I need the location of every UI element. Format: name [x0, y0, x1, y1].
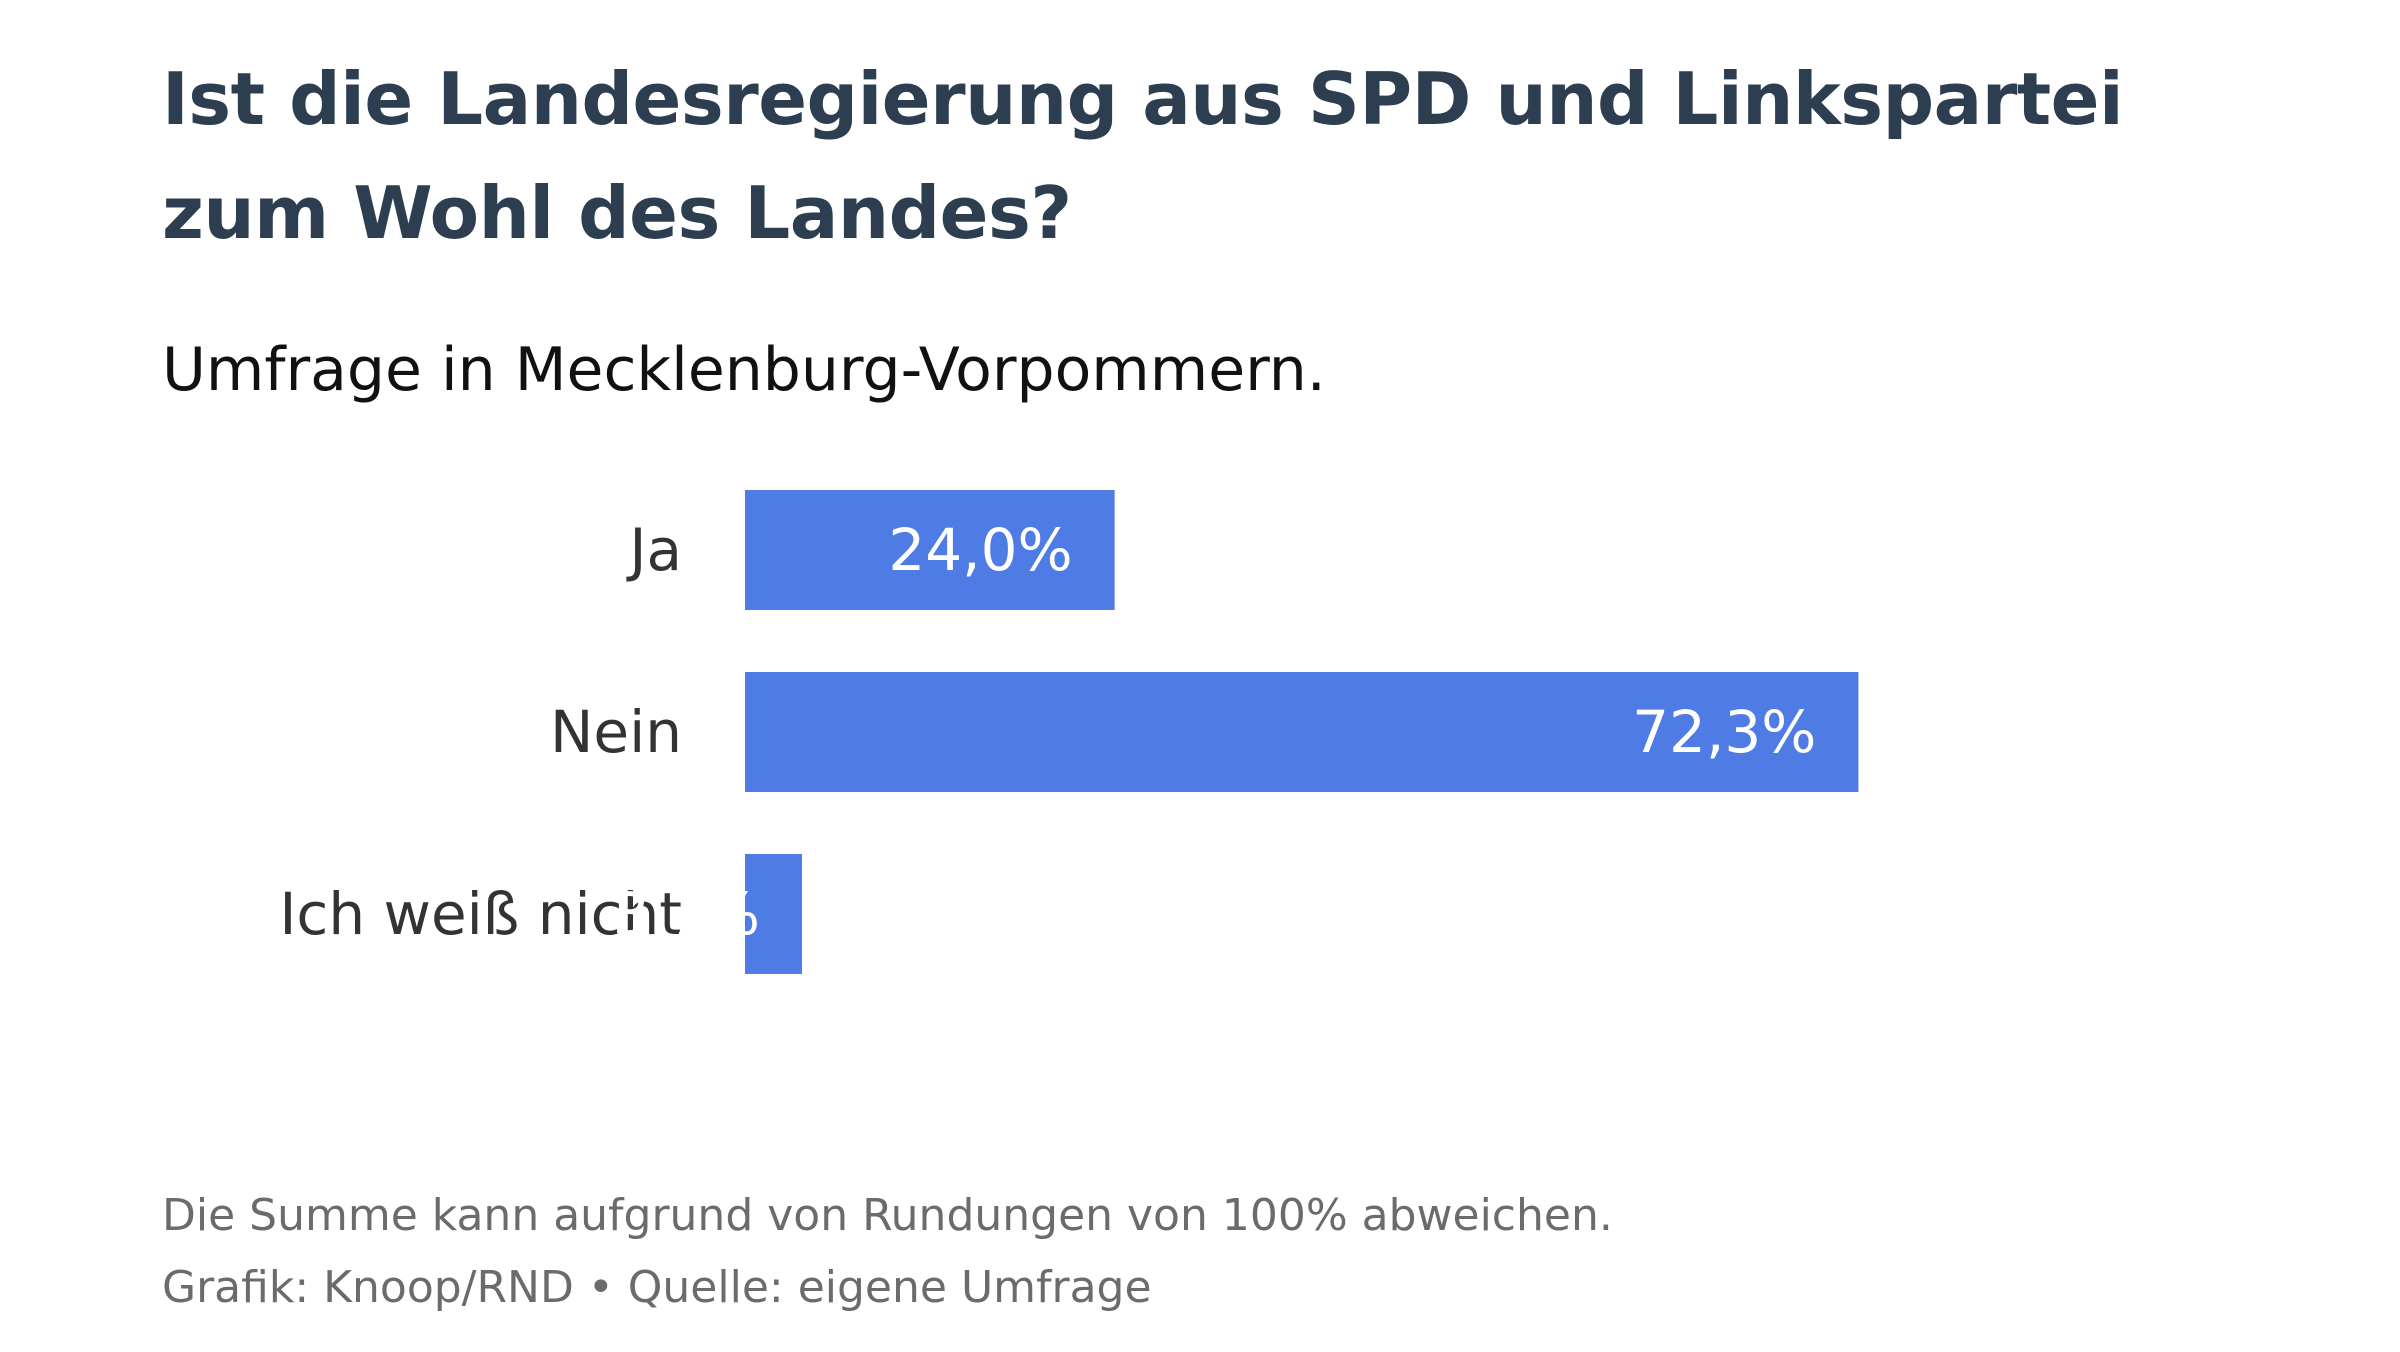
rounding-note: Die Summe kann aufgrund von Rundungen vo… — [162, 1190, 1613, 1241]
value-label-ja: 24,0% — [888, 516, 1072, 584]
category-label-ich-weiss-nicht: Ich weiß nicht — [279, 880, 682, 948]
chart-subtitle: Umfrage in Mecklenburg-Vorpommern. — [162, 335, 1326, 405]
value-label-nein: 72,3% — [1632, 698, 1816, 766]
chart-footer: Die Summe kann aufgrund von Rundungen vo… — [162, 1180, 1613, 1324]
bar-ja — [745, 490, 1115, 610]
category-label-ja: Ja — [626, 516, 682, 584]
bar-ich-weiss-nicht — [745, 854, 802, 974]
value-label-ich-weiss-nicht: 3,7% — [613, 880, 760, 948]
chart-title: Ist die Landesregierung aus SPD und Link… — [162, 57, 2124, 255]
bar-nein — [745, 672, 1859, 792]
category-label-nein: Nein — [550, 698, 682, 766]
source-credit: Grafik: Knoop/RND • Quelle: eigene Umfra… — [162, 1262, 1152, 1313]
